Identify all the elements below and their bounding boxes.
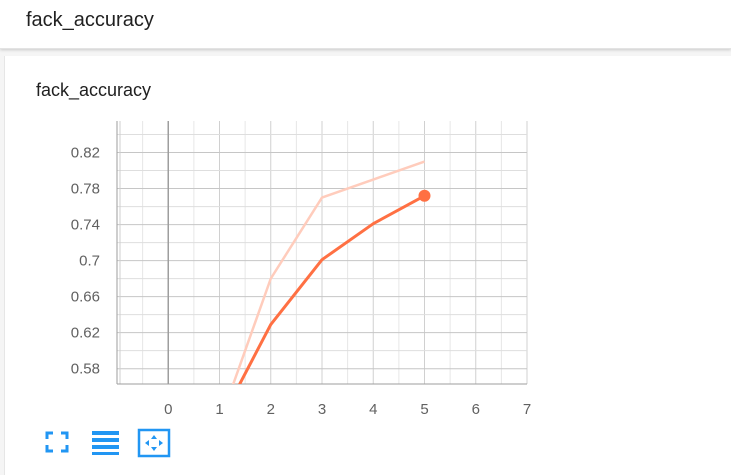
fullscreen-button[interactable] <box>42 428 72 456</box>
toggle-series-button[interactable] <box>90 428 120 456</box>
y-tick-label: 0.7 <box>79 253 100 270</box>
menu-lines-icon <box>92 431 119 455</box>
chart-card: fack_accuracy <box>4 56 731 475</box>
fit-domain-icon <box>137 428 171 458</box>
x-tick-label: 1 <box>215 401 223 418</box>
x-tick-label: 3 <box>318 401 326 418</box>
y-tick-label: 0.66 <box>71 289 100 306</box>
y-tick-label: 0.78 <box>71 181 100 198</box>
x-tick-label: 2 <box>267 401 275 418</box>
y-tick-label: 0.58 <box>71 361 100 378</box>
x-tick-label: 4 <box>369 401 377 418</box>
chart-card-title: fack_accuracy <box>36 80 152 100</box>
fullscreen-icon <box>45 431 69 453</box>
fit-domain-button[interactable] <box>137 428 171 458</box>
y-tick-label: 0.82 <box>71 145 100 162</box>
run-header: fack_accuracy <box>0 0 731 49</box>
x-tick-label: 7 <box>523 401 531 418</box>
y-tick-label: 0.74 <box>71 217 100 234</box>
x-tick-label: 6 <box>472 401 480 418</box>
series-line-raw <box>231 160 425 384</box>
series-line-smoothed <box>238 194 426 384</box>
y-tick-label: 0.62 <box>71 325 100 342</box>
x-tick-label: 0 <box>164 401 172 418</box>
x-tick-label: 5 <box>420 401 428 418</box>
header-title: fack_accuracy <box>26 9 154 31</box>
highlight-point[interactable] <box>418 189 431 202</box>
